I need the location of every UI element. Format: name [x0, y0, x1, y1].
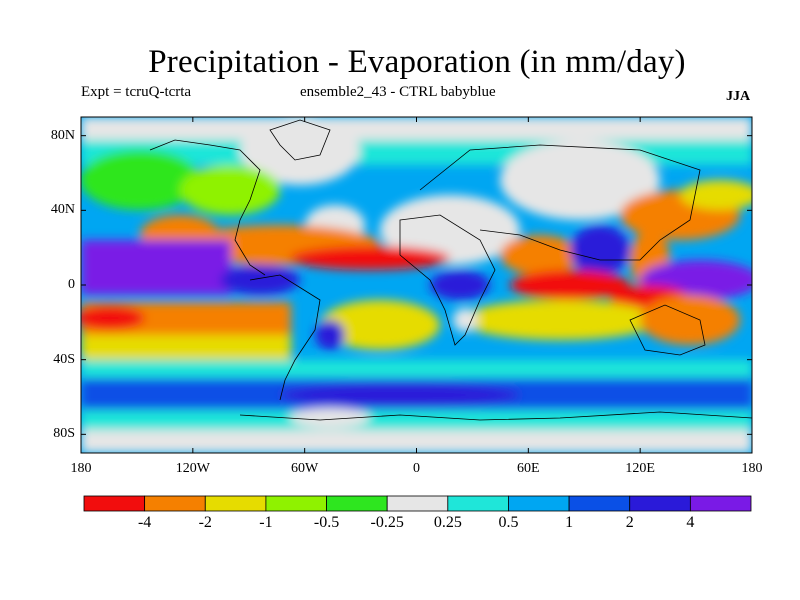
lat-tick-label: 80S — [53, 426, 75, 442]
colorbar-label: 1 — [565, 514, 574, 531]
colorbar-swatch — [386, 495, 449, 512]
colorbar-swatch — [447, 495, 509, 512]
lon-tick-label: 180 — [741, 461, 763, 476]
colorbar-label: 2 — [625, 514, 634, 531]
colorbar-swatch — [265, 495, 327, 512]
colorbar-label: -1 — [259, 514, 273, 531]
colorbar-swatch — [326, 495, 388, 512]
lat-tick-label: 80N — [50, 127, 75, 143]
colorbar-label: 0.5 — [498, 514, 519, 531]
colorbar-label: -0.5 — [313, 514, 340, 531]
coastlines — [149, 119, 752, 421]
ensemble-label: ensemble2_43 - CTRL babyblue — [300, 84, 496, 100]
map-title: Precipitation - Evaporation (in mm/day) — [148, 44, 686, 80]
colorbar-label: -2 — [198, 514, 212, 531]
colorbar-label: -0.25 — [370, 514, 404, 531]
lat-tick-label: 0 — [68, 277, 75, 292]
colorbar-label: 4 — [686, 514, 695, 531]
colorbar-label: -4 — [137, 514, 152, 531]
colorbar-label: 0.25 — [433, 514, 462, 531]
colorbar-swatch — [629, 495, 691, 512]
lon-tick-label: 120E — [625, 461, 655, 476]
colorbar-swatch — [568, 495, 631, 512]
lat-tick-label: 40S — [53, 351, 75, 367]
latitude-ticks — [81, 135, 752, 435]
lon-tick-label: 180 — [70, 461, 92, 476]
colorbar-swatch — [689, 495, 752, 512]
longitude-ticks — [80, 117, 753, 453]
lon-tick-label: 60W — [291, 461, 319, 476]
pe-field — [81, 117, 752, 453]
colorbar-swatch — [204, 495, 267, 512]
experiment-label: Expt = tcruQ-tcrta — [81, 84, 192, 100]
lon-tick-label: 60E — [517, 461, 540, 476]
colorbar — [83, 495, 752, 512]
lat-tick-label: 40N — [50, 202, 75, 218]
lon-tick-label: 0 — [413, 461, 420, 476]
season-label: JJA — [726, 89, 751, 104]
lon-tick-label: 120W — [175, 461, 210, 476]
colorbar-swatch — [508, 495, 570, 512]
colorbar-swatch — [83, 495, 146, 512]
colorbar-swatch — [144, 495, 206, 512]
